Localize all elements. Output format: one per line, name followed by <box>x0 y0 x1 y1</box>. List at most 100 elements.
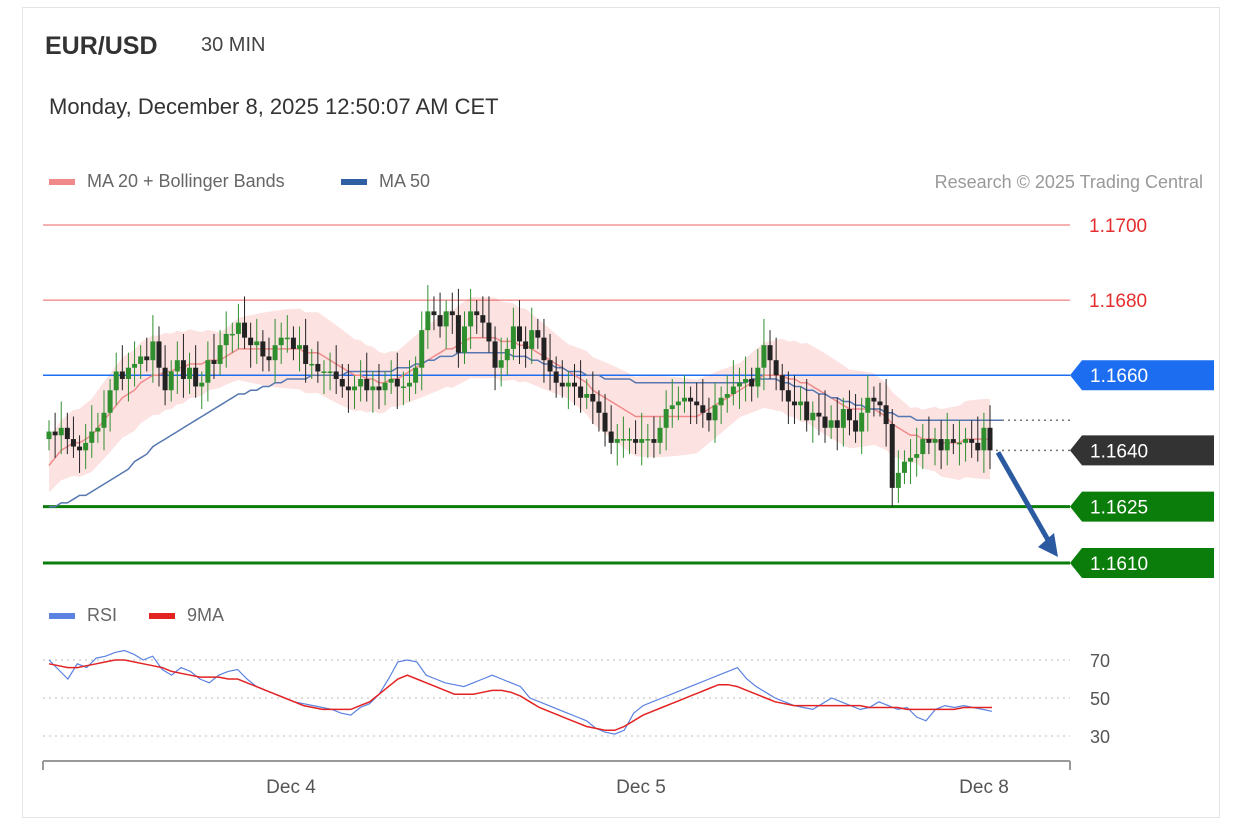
candle-body <box>645 439 651 441</box>
candle-body <box>382 382 388 391</box>
legend-rsi: RSI <box>49 605 117 626</box>
candle-body <box>297 345 303 349</box>
candle-body <box>975 442 981 451</box>
candle-body <box>908 457 914 462</box>
candle-body <box>914 454 920 458</box>
candle-body <box>504 348 510 361</box>
candle-body <box>370 386 376 391</box>
candle-body <box>119 371 125 379</box>
candle-body <box>46 431 52 440</box>
candle-body <box>132 363 138 368</box>
candle-body <box>517 326 522 342</box>
candle-body <box>853 420 859 432</box>
candle-body <box>779 375 785 391</box>
candle-body <box>400 386 406 388</box>
candle-body <box>834 420 840 428</box>
candle-body <box>773 360 779 376</box>
candle-body <box>113 371 119 391</box>
candle-body <box>333 371 339 379</box>
rsi-tick-label: 50 <box>1090 689 1110 709</box>
candle-body <box>785 390 791 402</box>
candle-body <box>278 337 284 346</box>
candle-body <box>229 333 235 336</box>
candle-body <box>602 412 608 432</box>
candle-body <box>83 442 89 451</box>
candle-body <box>614 439 620 443</box>
candle-body <box>865 397 871 413</box>
candle-body <box>590 394 596 402</box>
candle-body <box>694 401 700 406</box>
candle-body <box>859 412 865 432</box>
candle-body <box>877 401 883 406</box>
legend-label-rsi: RSI <box>87 605 118 625</box>
candle-body <box>791 401 797 406</box>
candle-body <box>633 439 639 443</box>
candle-body <box>920 439 926 455</box>
candle-body <box>462 326 468 353</box>
candle-body <box>767 345 773 361</box>
candle-body <box>639 439 645 443</box>
candle-body <box>724 394 730 398</box>
candle-body <box>926 439 932 443</box>
x-tick-label: Dec 8 <box>959 777 1009 798</box>
candle-body <box>174 360 180 372</box>
chart-card: EUR/USD 30 MIN Monday, December 8, 2025 … <box>22 7 1220 818</box>
rsi-ma9-line <box>48 659 992 732</box>
candle-body <box>743 378 749 383</box>
candle-body <box>828 420 834 428</box>
candle-body <box>712 405 718 421</box>
candle-body <box>144 356 150 361</box>
candle-body <box>364 378 370 391</box>
candle-body <box>810 412 816 421</box>
forecast-arrow-line <box>995 451 1055 549</box>
legend-swatch-rsi <box>49 612 75 619</box>
legend-ma20: MA 20 + Bollinger Bands <box>49 171 285 192</box>
legend-swatch-9ma <box>149 612 175 619</box>
candle-body <box>217 345 223 364</box>
candle-body <box>681 397 687 402</box>
timeframe-label: 30 MIN <box>201 34 266 56</box>
candle-body <box>657 427 663 443</box>
credit-label: Research © 2025 Trading Central <box>934 172 1203 192</box>
candle-body <box>963 439 969 443</box>
candle-body <box>352 386 358 391</box>
candle-body <box>889 424 895 488</box>
candle-body <box>388 378 394 383</box>
candle-body <box>492 341 498 368</box>
legend-label-ma20: MA 20 + Bollinger Bands <box>87 171 285 191</box>
candle-body <box>480 315 486 323</box>
candle-body <box>419 330 425 368</box>
candle-body <box>510 326 516 349</box>
candle-body <box>345 386 351 391</box>
candle-body <box>901 461 907 473</box>
price-tag <box>1070 548 1214 578</box>
legend-9ma: 9MA <box>149 605 224 626</box>
candle-body <box>486 322 492 342</box>
candle-body <box>260 341 266 357</box>
candle-body <box>468 311 474 327</box>
candle-body <box>89 431 95 443</box>
candle-body <box>822 416 828 428</box>
candle-body <box>938 439 944 451</box>
candle-body <box>559 382 565 387</box>
candle-body <box>969 439 975 443</box>
price-tag <box>1070 491 1214 522</box>
candle-body <box>883 405 889 425</box>
price-tag-label: 1.1625 <box>1090 498 1148 519</box>
candle-body <box>749 378 755 387</box>
rsi-tick-label: 30 <box>1090 727 1110 747</box>
candle-body <box>730 386 736 394</box>
candle-body <box>156 341 162 368</box>
price-label: 1.1680 <box>1089 291 1147 312</box>
candle-body <box>339 378 345 387</box>
candle-body <box>944 439 950 451</box>
candle-body <box>498 360 504 368</box>
candle-body <box>394 378 400 387</box>
candle-body <box>77 446 83 451</box>
candle-body <box>150 341 156 361</box>
candle-body <box>162 367 168 391</box>
candle-body <box>101 412 107 428</box>
price-tag-label: 1.1640 <box>1090 441 1148 462</box>
candle-body <box>956 442 962 445</box>
price-tag-label: 1.1610 <box>1090 554 1148 575</box>
